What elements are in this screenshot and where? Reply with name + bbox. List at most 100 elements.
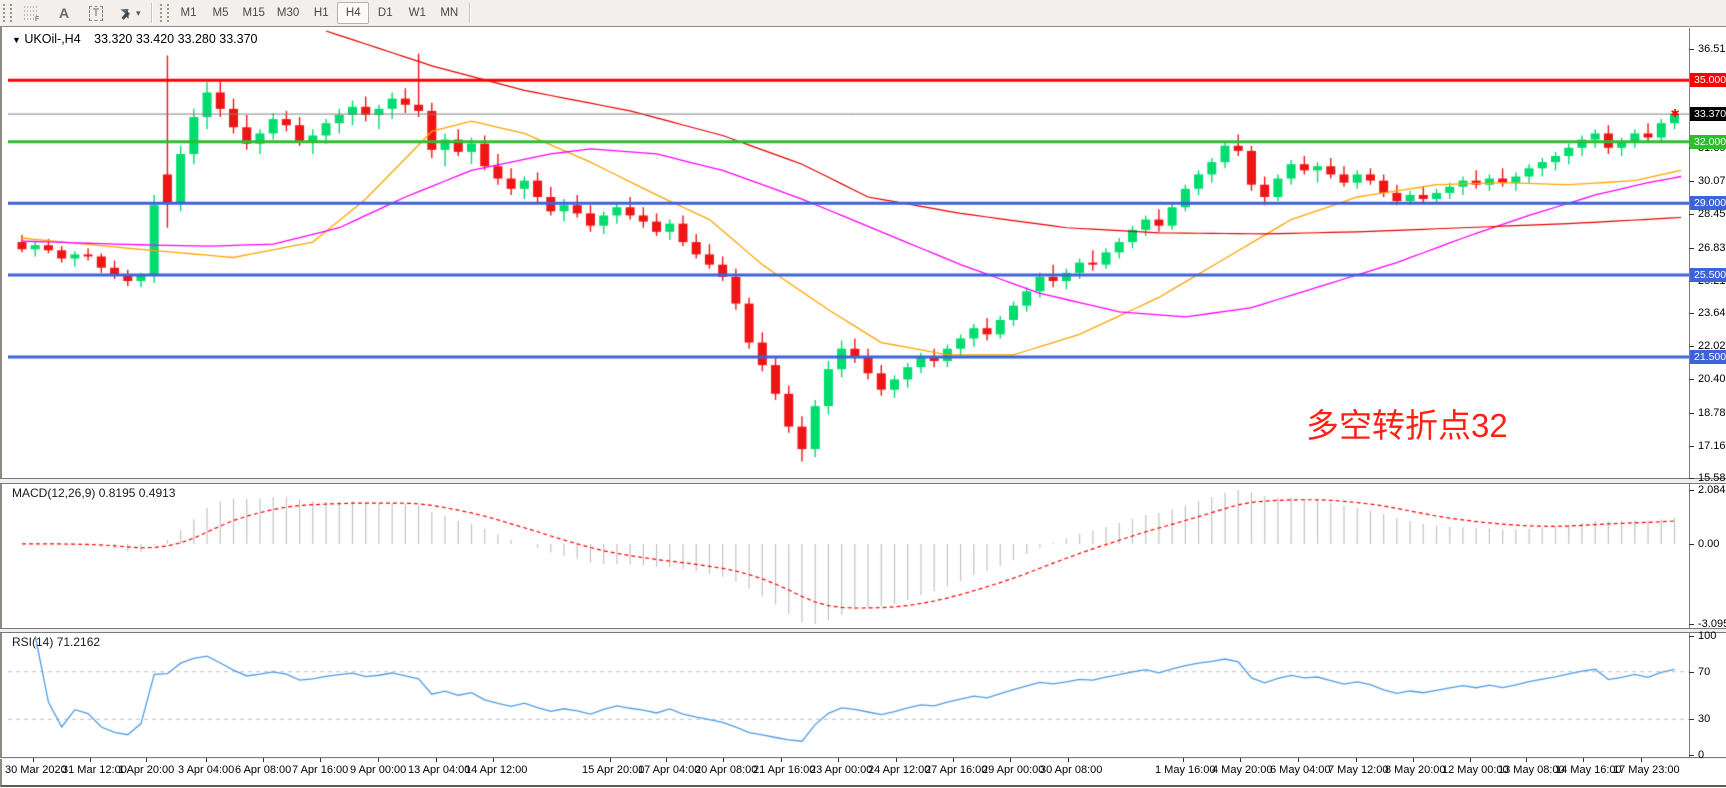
toolbar-drag-handle[interactable] (3, 4, 12, 22)
time-axis-tick (1583, 758, 1584, 762)
fibonacci-grid-tool-button[interactable]: F (16, 2, 48, 24)
time-axis-tick (1470, 758, 1471, 762)
price-tick-mark (1689, 214, 1694, 216)
price-level-badge: 21.500 (1690, 349, 1726, 364)
toolbar: F A T ▾ M1 M5 M15 M30 H1 H4 D1 W1 MN (0, 0, 1726, 27)
time-axis-tick (1183, 758, 1184, 762)
time-axis-tick (493, 758, 494, 762)
price-tick-label: 28.455 (1698, 208, 1726, 221)
rsi-tick-mark (1689, 755, 1694, 756)
timeframe-button-w1[interactable]: W1 (408, 7, 426, 19)
panel-splitter-rsi[interactable] (0, 628, 1726, 633)
timeframe-button-mn[interactable]: MN (440, 7, 459, 19)
chart-annotation-text: 多空转折点32 (1306, 407, 1508, 444)
time-axis-label: 15 Apr 20:00 (582, 764, 645, 776)
time-axis-label: 17 May 23:00 (1613, 764, 1680, 776)
time-axis-label: 27 Apr 16:00 (925, 764, 988, 776)
price-tick-mark (1689, 412, 1694, 414)
timeframe-button-m30[interactable]: M30 (276, 7, 300, 19)
time-axis-tick (1356, 758, 1357, 762)
text-box-tool-button[interactable]: T (80, 2, 112, 24)
price-tick-mark (1689, 313, 1694, 315)
time-axis-tick (1298, 758, 1299, 762)
timeframe-button-d1[interactable]: D1 (377, 7, 393, 19)
time-axis-label: 20 Apr 08:00 (695, 764, 758, 776)
time-axis-tick (896, 758, 897, 762)
time-axis-label: 17 Apr 04:00 (638, 764, 701, 776)
price-chart-canvas[interactable] (8, 28, 1689, 480)
timeframe-button-m1[interactable]: M1 (180, 7, 197, 19)
text-label-tool-button[interactable]: A (48, 2, 80, 24)
arrows-icon (120, 8, 131, 20)
price-level-badge: 29.000 (1690, 196, 1726, 211)
rsi-label: RSI(14) 71.2162 (12, 635, 101, 649)
time-axis-tick (378, 758, 379, 762)
rsi-tick-mark (1689, 719, 1694, 721)
timeframe-button-m5[interactable]: M5 (212, 7, 229, 19)
macd-tick-mark (1689, 543, 1694, 545)
fibonacci-grid-icon: F (24, 6, 39, 21)
time-axis-label: 3 Apr 04:00 (178, 764, 235, 776)
time-axis-label: 6 May 04:00 (1270, 764, 1331, 776)
time-axis-tick (1010, 758, 1011, 762)
time-axis-border (0, 757, 1726, 759)
time-axis-tick (610, 758, 611, 762)
timeframe-button-h1[interactable]: H1 (313, 7, 329, 19)
rsi-tick-mark (1689, 636, 1694, 637)
panel-splitter-macd[interactable] (0, 478, 1726, 484)
rsi-indicator-canvas[interactable] (8, 631, 1689, 758)
timeframe-button-h4[interactable]: H4 (337, 2, 370, 24)
price-tick-mark (1689, 181, 1694, 183)
price-tick-label: 23.640 (1698, 307, 1726, 320)
time-axis-tick (838, 758, 839, 762)
price-tick-label: 20.400 (1698, 373, 1726, 386)
time-axis-label: 21 Apr 16:00 (753, 764, 816, 776)
time-axis-tick (436, 758, 437, 762)
price-tick-label: 17.160 (1698, 439, 1726, 452)
time-axis-tick (1526, 758, 1527, 762)
time-axis-label: 8 May 20:00 (1385, 764, 1446, 776)
time-axis-label: 12 May 00:00 (1442, 764, 1509, 776)
time-axis-label: 13 Apr 04:00 (408, 764, 471, 776)
price-tick-label: 15.585 (1698, 472, 1726, 485)
time-axis-label: 29 Apr 00:00 (982, 764, 1045, 776)
arrows-tool-button[interactable]: ▾ (112, 2, 147, 24)
time-axis-tick (953, 758, 954, 762)
time-axis-tick (1413, 758, 1414, 762)
macd-axis-label: 0.00 (1698, 537, 1720, 550)
price-tick-mark (1689, 445, 1694, 447)
collapse-indicator-icon[interactable]: ▼ (12, 35, 21, 45)
time-axis-tick (1641, 758, 1642, 762)
time-axis-tick (1068, 758, 1069, 762)
macd-indicator-canvas[interactable] (8, 482, 1689, 628)
time-axis-label: 1 May 16:00 (1155, 764, 1216, 776)
timeframe-group-handle[interactable] (159, 4, 169, 22)
macd-axis-label: 2.084 (1698, 484, 1726, 496)
price-level-badge: 32.000 (1690, 134, 1726, 149)
time-axis-label: 23 Apr 00:00 (810, 764, 873, 776)
time-axis-label: 6 Apr 08:00 (235, 764, 292, 776)
time-axis-label: 7 Apr 16:00 (292, 764, 349, 776)
svg-text:F: F (35, 16, 39, 21)
chart-title: ▼ UKOil-,H4 33.320 33.420 33.280 33.370 (12, 32, 258, 46)
timeframe-button-m15[interactable]: M15 (242, 7, 265, 19)
time-axis-label: 13 May 08:00 (1498, 764, 1565, 776)
rsi-axis-label: 0 (1698, 749, 1705, 761)
price-level-badge: 25.500 (1690, 267, 1726, 282)
toolbar-separator (469, 3, 472, 23)
price-tick-label: 26.835 (1698, 241, 1726, 254)
time-axis-tick (206, 758, 207, 762)
price-tick-mark (1689, 49, 1694, 51)
price-level-badge: 35.000 (1690, 73, 1726, 88)
macd-axis-label: -3.0957 (1698, 617, 1726, 630)
time-axis-tick (90, 758, 91, 762)
macd-label: MACD(12,26,9) 0.8195 0.4913 (12, 486, 176, 500)
toolbar-separator (150, 3, 153, 23)
price-tick-label: 18.780 (1698, 406, 1726, 419)
time-axis-tick (781, 758, 782, 762)
symbol-period-label: UKOil-,H4 (24, 32, 81, 46)
time-axis-label: 1 Apr 20:00 (118, 764, 175, 776)
chevron-down-icon: ▾ (136, 7, 141, 18)
time-axis-tick (320, 758, 321, 762)
